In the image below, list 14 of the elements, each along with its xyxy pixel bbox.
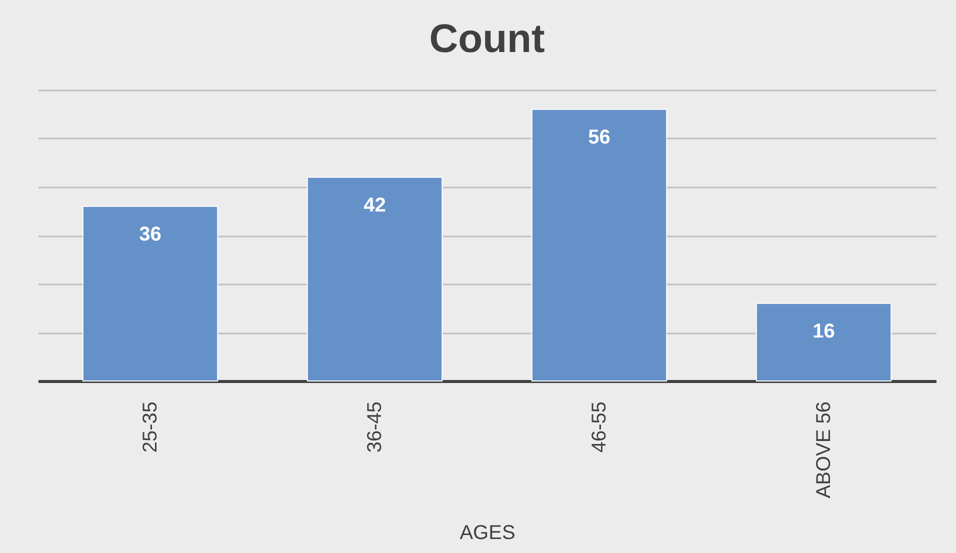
x-tick-label: ABOVE 56: [812, 402, 835, 498]
x-tick-label: 46-55: [588, 402, 610, 453]
data-label: 56: [588, 126, 610, 148]
x-axis-title: AGES: [460, 522, 516, 544]
chart-title: Count: [429, 17, 545, 61]
bar: [306, 176, 443, 382]
data-label: 36: [139, 223, 162, 246]
x-tick-label: 36-45: [364, 402, 386, 453]
data-label: 42: [364, 194, 386, 216]
bar: [82, 206, 218, 382]
bar: [531, 108, 668, 382]
data-label: 16: [812, 320, 835, 342]
x-tick-label: 25-35: [139, 402, 162, 453]
bar: [756, 302, 892, 382]
